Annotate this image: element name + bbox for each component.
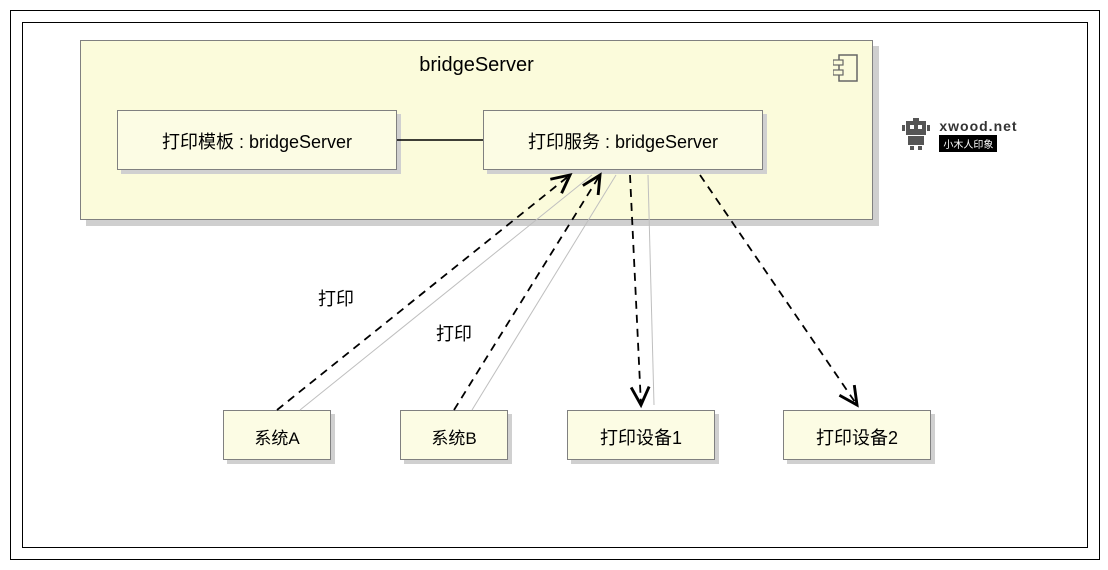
robot-icon [900, 118, 934, 152]
node-dev2-label: 打印设备2 [783, 424, 931, 450]
node-tpl-label: 打印模板 : bridgeServer [117, 128, 397, 154]
component-icon [833, 54, 859, 84]
container-label: bridgeServer [80, 54, 873, 77]
watermark-brand: xwood.net [939, 118, 1017, 134]
node-dev1-label: 打印设备1 [567, 424, 715, 450]
edge-label-sysb: 打印 [436, 320, 472, 346]
watermark-tagline: 小木人印象 [939, 135, 997, 152]
node-svc-label: 打印服务 : bridgeServer [483, 128, 763, 154]
watermark: xwood.net 小木人印象 [900, 118, 1018, 152]
node-sysb-label: 系统B [400, 424, 508, 449]
node-sysa-label: 系统A [223, 424, 331, 449]
edge-label-sysa: 打印 [318, 285, 354, 311]
diagram-canvas: bridgeServer 打印模板 : bridgeServer 打印服务 : … [0, 0, 1108, 570]
